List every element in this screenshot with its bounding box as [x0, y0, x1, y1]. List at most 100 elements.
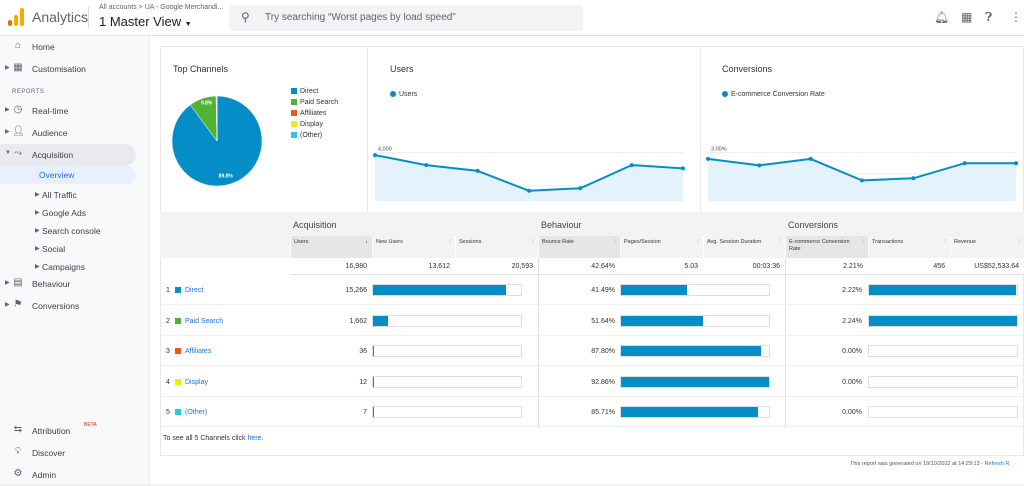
sidebar-item-audience[interactable]: ▶👤︎Audience [0, 122, 136, 144]
column-label: Pages/Session [624, 239, 691, 246]
conversions-legend: E-commerce Conversion Rate [722, 91, 825, 98]
channel-link[interactable]: Direct [185, 286, 203, 295]
sort-icon[interactable]: ⁝ [779, 239, 781, 246]
bar-track [620, 345, 770, 357]
sidebar-item-customisation[interactable]: ▶▦Customisation [0, 58, 136, 80]
sidebar-item-home[interactable]: ⌂ Home [0, 36, 136, 58]
bell-icon[interactable]: 🔔︎ [934, 10, 949, 24]
sidebar-subitem[interactable]: ▶Search console [0, 222, 136, 240]
column-label: Bounce Rate [542, 239, 608, 246]
data-point [963, 161, 967, 165]
apps-icon[interactable]: ▦ [961, 10, 972, 24]
channel-color-swatch [175, 287, 181, 293]
behaviour-icon: ▤ [12, 277, 24, 288]
see-all-link[interactable]: here. [247, 435, 263, 442]
label: Home [32, 42, 55, 52]
caret-right-icon: ▶ [35, 245, 40, 252]
sidebar-subitem[interactable]: ▶Social [0, 240, 136, 258]
data-point [527, 189, 531, 193]
bar-track [372, 315, 522, 327]
sidebar-item-admin[interactable]: ⚙Admin [0, 464, 136, 486]
app-title: Analytics [32, 9, 88, 25]
column-header-transactions[interactable]: Transactions⁝ [868, 236, 950, 258]
bounce-rate-value: 41.49% [538, 286, 615, 295]
search-placeholder: Try searching “Worst pages by load speed… [265, 12, 456, 23]
label: Behaviour [32, 279, 70, 289]
sort-icon[interactable]: ⁝ [449, 239, 451, 246]
legend-swatch [291, 88, 297, 94]
users-value: 7 [290, 408, 367, 417]
users-value: 12 [290, 378, 367, 387]
help-icon[interactable]: ❓︎ [985, 10, 992, 25]
sidebar-subitem[interactable]: ▶All Traffic [0, 186, 136, 204]
sidebar-item-conversions[interactable]: ▶⚑Conversions [0, 295, 136, 317]
flag-icon: ⚑ [12, 299, 24, 310]
analytics-logo-icon [8, 8, 24, 26]
sort-icon[interactable]: ⁝ [862, 239, 864, 246]
users-value: 36 [290, 347, 367, 356]
group-header: Acquisition [293, 220, 337, 231]
channel-link[interactable]: (Other) [185, 408, 207, 417]
column-header-bounce-rate[interactable]: Bounce Rate ⁝ [538, 236, 620, 258]
sort-icon[interactable]: ⁝ [1018, 239, 1020, 246]
column-header-e-commerce-conversion-rate[interactable]: E-commerce Conversion Rate⁝ [785, 236, 868, 258]
legend-swatch [291, 99, 297, 105]
more-vert-icon[interactable]: ⋮ [1010, 10, 1022, 24]
conversion-rate-value: 0.00% [785, 378, 862, 387]
caret-right-icon: ▶ [5, 106, 10, 113]
sort-desc-icon[interactable]: ↓ [365, 239, 368, 246]
sidebar-subitem[interactable]: ▶Google Ads [0, 204, 136, 222]
column-header-revenue[interactable]: Revenue⁝ [950, 236, 1024, 258]
bar-fill [869, 316, 1017, 326]
sidebar-item-acquisition[interactable]: ▼⤳Acquisition [0, 144, 136, 166]
bar-fill [373, 346, 374, 356]
channel-link[interactable]: Affiliates [185, 347, 211, 356]
total-value: 456 [868, 262, 945, 271]
label: Acquisition [32, 150, 73, 160]
data-point [681, 166, 685, 170]
bar-track [372, 406, 522, 418]
caret-right-icon: ▶ [35, 263, 40, 270]
total-value: 13,612 [372, 262, 450, 271]
sort-icon[interactable]: ⁝ [614, 239, 616, 246]
data-point [373, 153, 377, 157]
channel-color-swatch [175, 318, 181, 324]
column-header-pages-session[interactable]: Pages/Session ⁝ [620, 236, 703, 258]
table-footer: To see all 5 Channels click here. [163, 434, 263, 443]
legend-dot [722, 91, 728, 97]
home-icon: ⌂ [12, 40, 24, 51]
bounce-rate-value: 85.71% [538, 408, 615, 417]
sidebar-item-discover[interactable]: 💡︎Discover [0, 442, 136, 464]
caret-right-icon: ▶ [5, 279, 10, 286]
y-tick-label: 4,000 [378, 147, 392, 153]
y-tick-label: 3.00% [711, 146, 727, 152]
sort-icon[interactable]: ⁝ [697, 239, 699, 246]
sidebar-item-overview[interactable]: Overview [0, 166, 136, 184]
sidebar-item-behaviour[interactable]: ▶▤ Behaviour [0, 273, 136, 295]
column-header-sessions[interactable]: Sessions⁝ [455, 236, 538, 258]
data-point [911, 176, 915, 180]
refresh-report-link[interactable]: Refresh R [985, 461, 1010, 467]
view-selector[interactable]: 1 Master View ▼ [99, 14, 192, 32]
channel-link[interactable]: Paid Search [185, 317, 223, 326]
channel-link[interactable]: Display [185, 378, 208, 387]
bar-fill [373, 285, 506, 295]
sort-icon[interactable]: ⁝ [532, 239, 534, 246]
conversion-rate-value: 2.24% [785, 317, 862, 326]
column-header-new-users[interactable]: New Users⁝ [372, 236, 455, 258]
search-icon: ⚲ [241, 10, 250, 24]
sidebar-item-realtime[interactable]: ▶◷Real-time [0, 100, 136, 122]
group-header: Conversions [788, 220, 838, 231]
beta-badge: BETA [84, 422, 97, 428]
search-input[interactable]: ⚲ Try searching “Worst pages by load spee… [229, 5, 583, 31]
legend-swatch [291, 121, 297, 127]
sort-icon[interactable]: ⁝ [944, 239, 946, 246]
breadcrumb[interactable]: All accounts > UA - Google Merchandi... [99, 4, 223, 12]
column-header-users[interactable]: Users↓ [290, 236, 372, 258]
column-header-avg-session-duration[interactable]: Avg. Session Duration⁝ [703, 236, 785, 258]
